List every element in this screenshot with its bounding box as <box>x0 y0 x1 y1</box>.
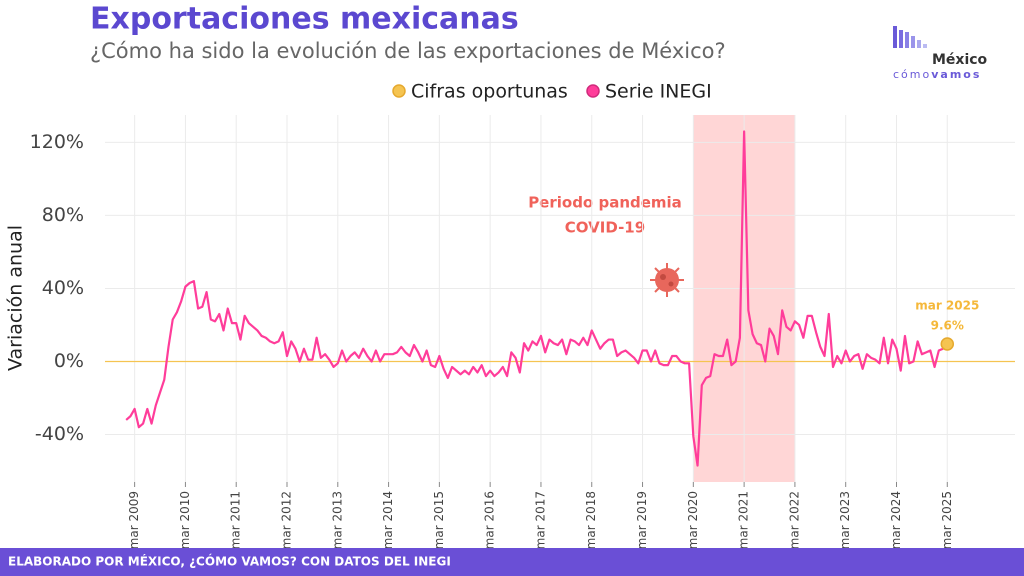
title: Exportaciones mexicanas <box>90 2 519 37</box>
legend-swatch <box>586 84 600 98</box>
x-tick-label: mar 2009 <box>127 491 141 549</box>
highlight-label: Periodo pandemia <box>528 194 682 212</box>
plot-area: Periodo pandemia COVID-19 -40% 0% 40% 80% 120%… <box>30 115 1015 549</box>
legend-label: Serie INEGI <box>605 81 712 103</box>
x-tick-label: mar 2024 <box>889 491 903 549</box>
x-tick-label: mar 2012 <box>280 491 294 549</box>
logo-name: México <box>932 52 988 68</box>
x-tick-label: mar 2018 <box>584 491 598 549</box>
legend: Cifras oportunas Serie INEGI <box>392 81 712 103</box>
x-tick-label: mar 2019 <box>635 491 649 549</box>
x-tick-label: mar 2025 <box>940 491 954 549</box>
logo-tag1: cómo <box>893 68 931 81</box>
data-label: 9.6% <box>931 318 964 332</box>
footer: ELABORADO POR MÉXICO, ¿CÓMO VAMOS? CON D… <box>8 554 451 569</box>
y-axis-label: Variación anual <box>5 225 27 371</box>
y-tick-label: 0% <box>54 350 84 372</box>
highlight-label: COVID-19 <box>565 219 645 237</box>
y-tick-label: 120% <box>30 131 84 153</box>
x-tick-label: mar 2021 <box>737 491 751 549</box>
x-tick-label: mar 2017 <box>533 491 547 549</box>
x-tick-label: mar 2022 <box>787 491 801 549</box>
y-tick-label: -40% <box>35 423 84 445</box>
footer-bar <box>0 548 1024 576</box>
y-tick-label: 40% <box>42 277 84 299</box>
x-tick-label: mar 2020 <box>686 491 700 549</box>
y-tick-label: 80% <box>42 204 84 226</box>
x-tick-label: mar 2014 <box>381 491 395 549</box>
legend-swatch <box>392 84 406 98</box>
logo-tag: cómovamos <box>893 68 981 81</box>
x-tick-label: mar 2013 <box>330 491 344 549</box>
legend-label: Cifras oportunas <box>411 81 568 103</box>
x-tick-label: mar 2011 <box>229 491 243 549</box>
logo-tag2: vamos <box>931 68 981 81</box>
x-tick-label: mar 2010 <box>178 491 192 549</box>
virus-icon <box>650 263 684 297</box>
subtitle: ¿Cómo ha sido la evolución de las export… <box>90 39 726 63</box>
x-tick-label: mar 2016 <box>483 491 497 549</box>
logo: México cómovamos <box>893 26 988 81</box>
series-point <box>940 337 955 351</box>
point-annotation: mar 2025 <box>915 298 979 312</box>
x-tick-label: mar 2015 <box>432 491 446 549</box>
x-tick-label: mar 2023 <box>838 491 852 549</box>
series-line <box>125 130 944 467</box>
